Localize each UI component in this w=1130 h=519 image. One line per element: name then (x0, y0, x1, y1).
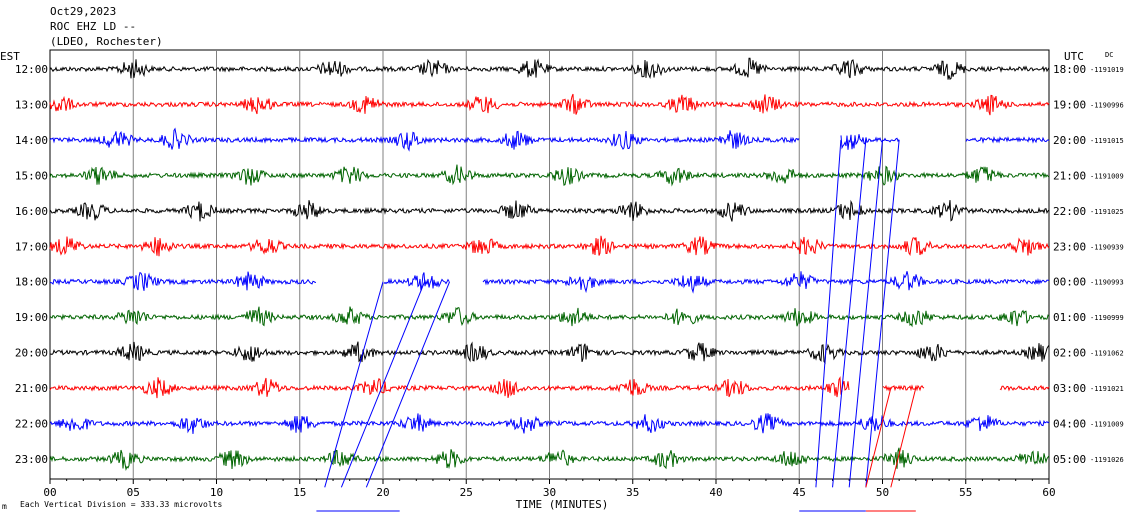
x-tick-label: 15 (293, 486, 306, 499)
trace-row (49, 93, 1050, 116)
row-est-label: 21:00 (15, 382, 48, 395)
trace-row (49, 341, 1050, 365)
row-dc-label: -1190939 (1090, 243, 1124, 251)
network-label: (LDEO, Rochester) (50, 35, 163, 48)
x-tick-label: 20 (376, 486, 389, 499)
row-est-label: 23:00 (15, 453, 48, 466)
row-utc-label: 03:00 (1053, 382, 1086, 395)
slant-line (865, 387, 892, 488)
row-est-label: 14:00 (15, 134, 48, 147)
row-dc-label: -1190999 (1090, 314, 1124, 322)
row-utc-label: 02:00 (1053, 347, 1086, 360)
row-est-label: 16:00 (15, 205, 48, 218)
date-label: Oct29,2023 (50, 5, 117, 18)
x-tick-label: 05 (127, 486, 140, 499)
x-tick-label: 35 (626, 486, 639, 499)
trace-row (49, 376, 1050, 399)
x-axis-label: TIME (MINUTES) (516, 498, 609, 511)
x-tick-label: 30 (543, 486, 556, 499)
row-utc-label: 23:00 (1053, 240, 1086, 253)
x-tick-label: 25 (460, 486, 473, 499)
row-est-label: 12:00 (15, 63, 48, 76)
row-utc-label: 05:00 (1053, 453, 1086, 466)
trace-row (49, 57, 1050, 81)
slant-line (324, 281, 384, 488)
row-est-label: 13:00 (15, 98, 48, 111)
row-utc-label: 01:00 (1053, 311, 1086, 324)
x-tick-label: 40 (709, 486, 722, 499)
x-tick-label: 50 (876, 486, 889, 499)
row-dc-label: -1191062 (1090, 350, 1124, 358)
row-utc-label: 18:00 (1053, 63, 1086, 76)
x-tick-label: 60 (1042, 486, 1055, 499)
trace-row (49, 164, 1050, 187)
x-tick-label: 10 (210, 486, 223, 499)
row-dc-label: -1190996 (1090, 101, 1124, 109)
row-utc-label: 20:00 (1053, 134, 1086, 147)
slant-line (890, 387, 917, 488)
trace-row (49, 413, 1050, 434)
station-label: ROC EHZ LD -- (50, 20, 137, 33)
x-tick-label: 00 (43, 486, 56, 499)
row-utc-label: 00:00 (1053, 276, 1086, 289)
x-tick-label: 55 (959, 486, 972, 499)
row-utc-label: 19:00 (1053, 98, 1086, 111)
row-est-label: 15:00 (15, 169, 48, 182)
trace-row (49, 199, 1050, 222)
row-utc-label: 21:00 (1053, 169, 1086, 182)
trace-row (49, 271, 1050, 294)
est-label: EST (0, 50, 20, 63)
row-dc-label: -1191021 (1090, 385, 1124, 393)
trace-row (49, 127, 1050, 152)
row-utc-label: 04:00 (1053, 418, 1086, 431)
row-est-label: 22:00 (15, 418, 48, 431)
utc-label: UTC (1064, 50, 1084, 63)
footer-mark: m (2, 502, 7, 511)
row-est-label: 17:00 (15, 240, 48, 253)
row-dc-label: -1191019 (1090, 66, 1124, 74)
row-est-label: 18:00 (15, 276, 48, 289)
trace-row (49, 235, 1050, 257)
x-tick-label: 45 (793, 486, 806, 499)
row-dc-label: -1191009 (1090, 421, 1124, 429)
row-dc-label: -1191026 (1090, 456, 1124, 464)
row-dc-label: -1191009 (1090, 172, 1124, 180)
scale-note: Each Vertical Division = 333.33 microvol… (20, 500, 223, 509)
slant-line (815, 139, 842, 488)
slant-line (832, 139, 867, 488)
slant-line (865, 139, 900, 488)
row-dc-label: -1191025 (1090, 208, 1124, 216)
trace-row (49, 447, 1050, 471)
slant-line (365, 281, 451, 488)
slant-line (340, 281, 426, 488)
row-dc-label: -1190993 (1090, 279, 1124, 287)
row-est-label: 20:00 (15, 347, 48, 360)
row-est-label: 19:00 (15, 311, 48, 324)
row-dc-label: -1191015 (1090, 137, 1124, 145)
row-utc-label: 22:00 (1053, 205, 1086, 218)
slant-line (848, 139, 883, 488)
dc-label: DC (1105, 51, 1113, 59)
